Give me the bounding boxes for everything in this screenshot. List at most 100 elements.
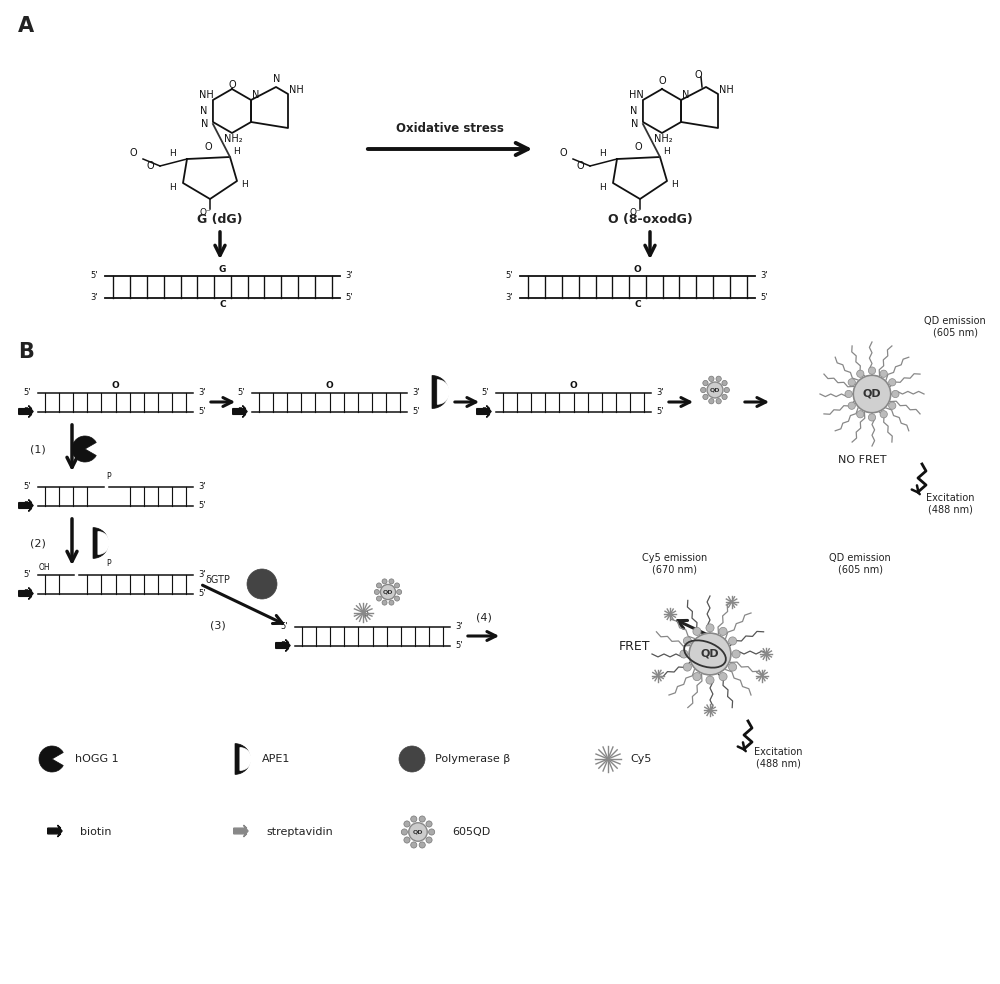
Text: O (8-oxodG): O (8-oxodG) <box>608 213 692 225</box>
Text: 5': 5' <box>455 641 462 650</box>
Circle shape <box>701 388 706 393</box>
Circle shape <box>693 672 701 681</box>
Text: (4): (4) <box>476 613 492 623</box>
Text: O: O <box>326 381 333 390</box>
Circle shape <box>376 583 381 588</box>
Circle shape <box>857 370 864 378</box>
Text: 3': 3' <box>280 641 288 650</box>
Polygon shape <box>233 405 247 417</box>
Text: (1): (1) <box>30 444 46 454</box>
Text: 5': 5' <box>412 407 420 416</box>
Text: 5': 5' <box>345 293 352 302</box>
Circle shape <box>401 829 407 835</box>
Text: N: N <box>630 106 638 116</box>
Circle shape <box>374 589 379 594</box>
Circle shape <box>709 399 714 403</box>
Text: 3': 3' <box>198 570 206 579</box>
Polygon shape <box>19 500 33 512</box>
Circle shape <box>395 596 400 601</box>
Text: NH: NH <box>719 85 733 95</box>
Text: H: H <box>664 147 670 155</box>
Wedge shape <box>39 746 63 772</box>
Circle shape <box>680 650 688 658</box>
Circle shape <box>719 672 727 681</box>
Text: H: H <box>170 183 176 193</box>
Circle shape <box>716 376 721 382</box>
Text: 3': 3' <box>198 482 206 491</box>
Circle shape <box>716 399 721 403</box>
Circle shape <box>683 637 691 645</box>
Text: NH₂: NH₂ <box>224 134 242 144</box>
Text: H: H <box>600 150 606 158</box>
Polygon shape <box>477 405 491 417</box>
Polygon shape <box>234 826 248 836</box>
Text: C: C <box>634 300 641 309</box>
Circle shape <box>247 569 277 599</box>
Text: O: O <box>634 265 641 274</box>
Text: H: H <box>234 147 240 155</box>
Text: 3': 3' <box>23 501 31 510</box>
Text: C: C <box>219 300 226 309</box>
Circle shape <box>848 402 855 409</box>
Text: 3': 3' <box>23 589 31 598</box>
Circle shape <box>426 821 432 828</box>
Text: QD emission
(605 nm): QD emission (605 nm) <box>924 316 986 338</box>
Text: O: O <box>694 70 702 80</box>
Text: 3': 3' <box>481 407 489 416</box>
Text: O: O <box>634 142 642 152</box>
Text: 5': 5' <box>24 570 31 579</box>
Circle shape <box>889 379 896 386</box>
Circle shape <box>848 379 855 386</box>
Text: O⁻: O⁻ <box>629 209 641 217</box>
Wedge shape <box>98 531 109 554</box>
Circle shape <box>389 579 394 584</box>
Text: O: O <box>576 161 584 171</box>
Circle shape <box>397 589 402 594</box>
Text: NH₂: NH₂ <box>654 134 672 144</box>
Text: P: P <box>106 471 111 480</box>
Text: G (dG): G (dG) <box>197 213 243 225</box>
Text: P: P <box>363 611 368 621</box>
Text: Cy5 emission
(670 nm): Cy5 emission (670 nm) <box>642 553 708 575</box>
Wedge shape <box>93 527 108 558</box>
Text: Polymerase β: Polymerase β <box>435 754 510 764</box>
Wedge shape <box>235 744 250 774</box>
Text: 5': 5' <box>481 388 489 397</box>
Text: 5': 5' <box>506 272 513 280</box>
Text: streptavidin: streptavidin <box>266 827 333 837</box>
Text: 3': 3' <box>198 388 206 397</box>
Text: O: O <box>559 148 567 158</box>
Circle shape <box>880 410 887 418</box>
Text: (2): (2) <box>30 538 46 548</box>
Circle shape <box>703 381 708 386</box>
Text: O: O <box>112 381 119 390</box>
Circle shape <box>724 388 729 393</box>
Text: 3': 3' <box>412 388 420 397</box>
Circle shape <box>409 823 427 841</box>
Text: O: O <box>204 142 212 152</box>
Text: O⁻: O⁻ <box>199 209 211 217</box>
Text: Cy5: Cy5 <box>630 754 651 764</box>
Text: 3': 3' <box>345 272 353 280</box>
Circle shape <box>706 624 714 632</box>
Circle shape <box>404 837 410 843</box>
Text: 5': 5' <box>656 407 664 416</box>
Circle shape <box>706 676 714 684</box>
Text: 3': 3' <box>90 293 98 302</box>
Circle shape <box>380 584 396 599</box>
Text: FRET: FRET <box>619 640 651 652</box>
Text: δGTP: δGTP <box>206 575 230 585</box>
Circle shape <box>868 413 876 421</box>
Text: OH: OH <box>38 563 50 572</box>
Wedge shape <box>240 748 251 770</box>
Circle shape <box>419 842 425 848</box>
Text: H: H <box>672 180 678 190</box>
Text: 3': 3' <box>760 272 768 280</box>
Text: P: P <box>106 560 111 569</box>
Text: QD emission
(605 nm): QD emission (605 nm) <box>829 553 891 575</box>
Text: 3': 3' <box>237 407 245 416</box>
Circle shape <box>376 596 381 601</box>
Circle shape <box>411 842 417 848</box>
Text: N: N <box>252 90 260 100</box>
Text: QD: QD <box>863 389 881 399</box>
